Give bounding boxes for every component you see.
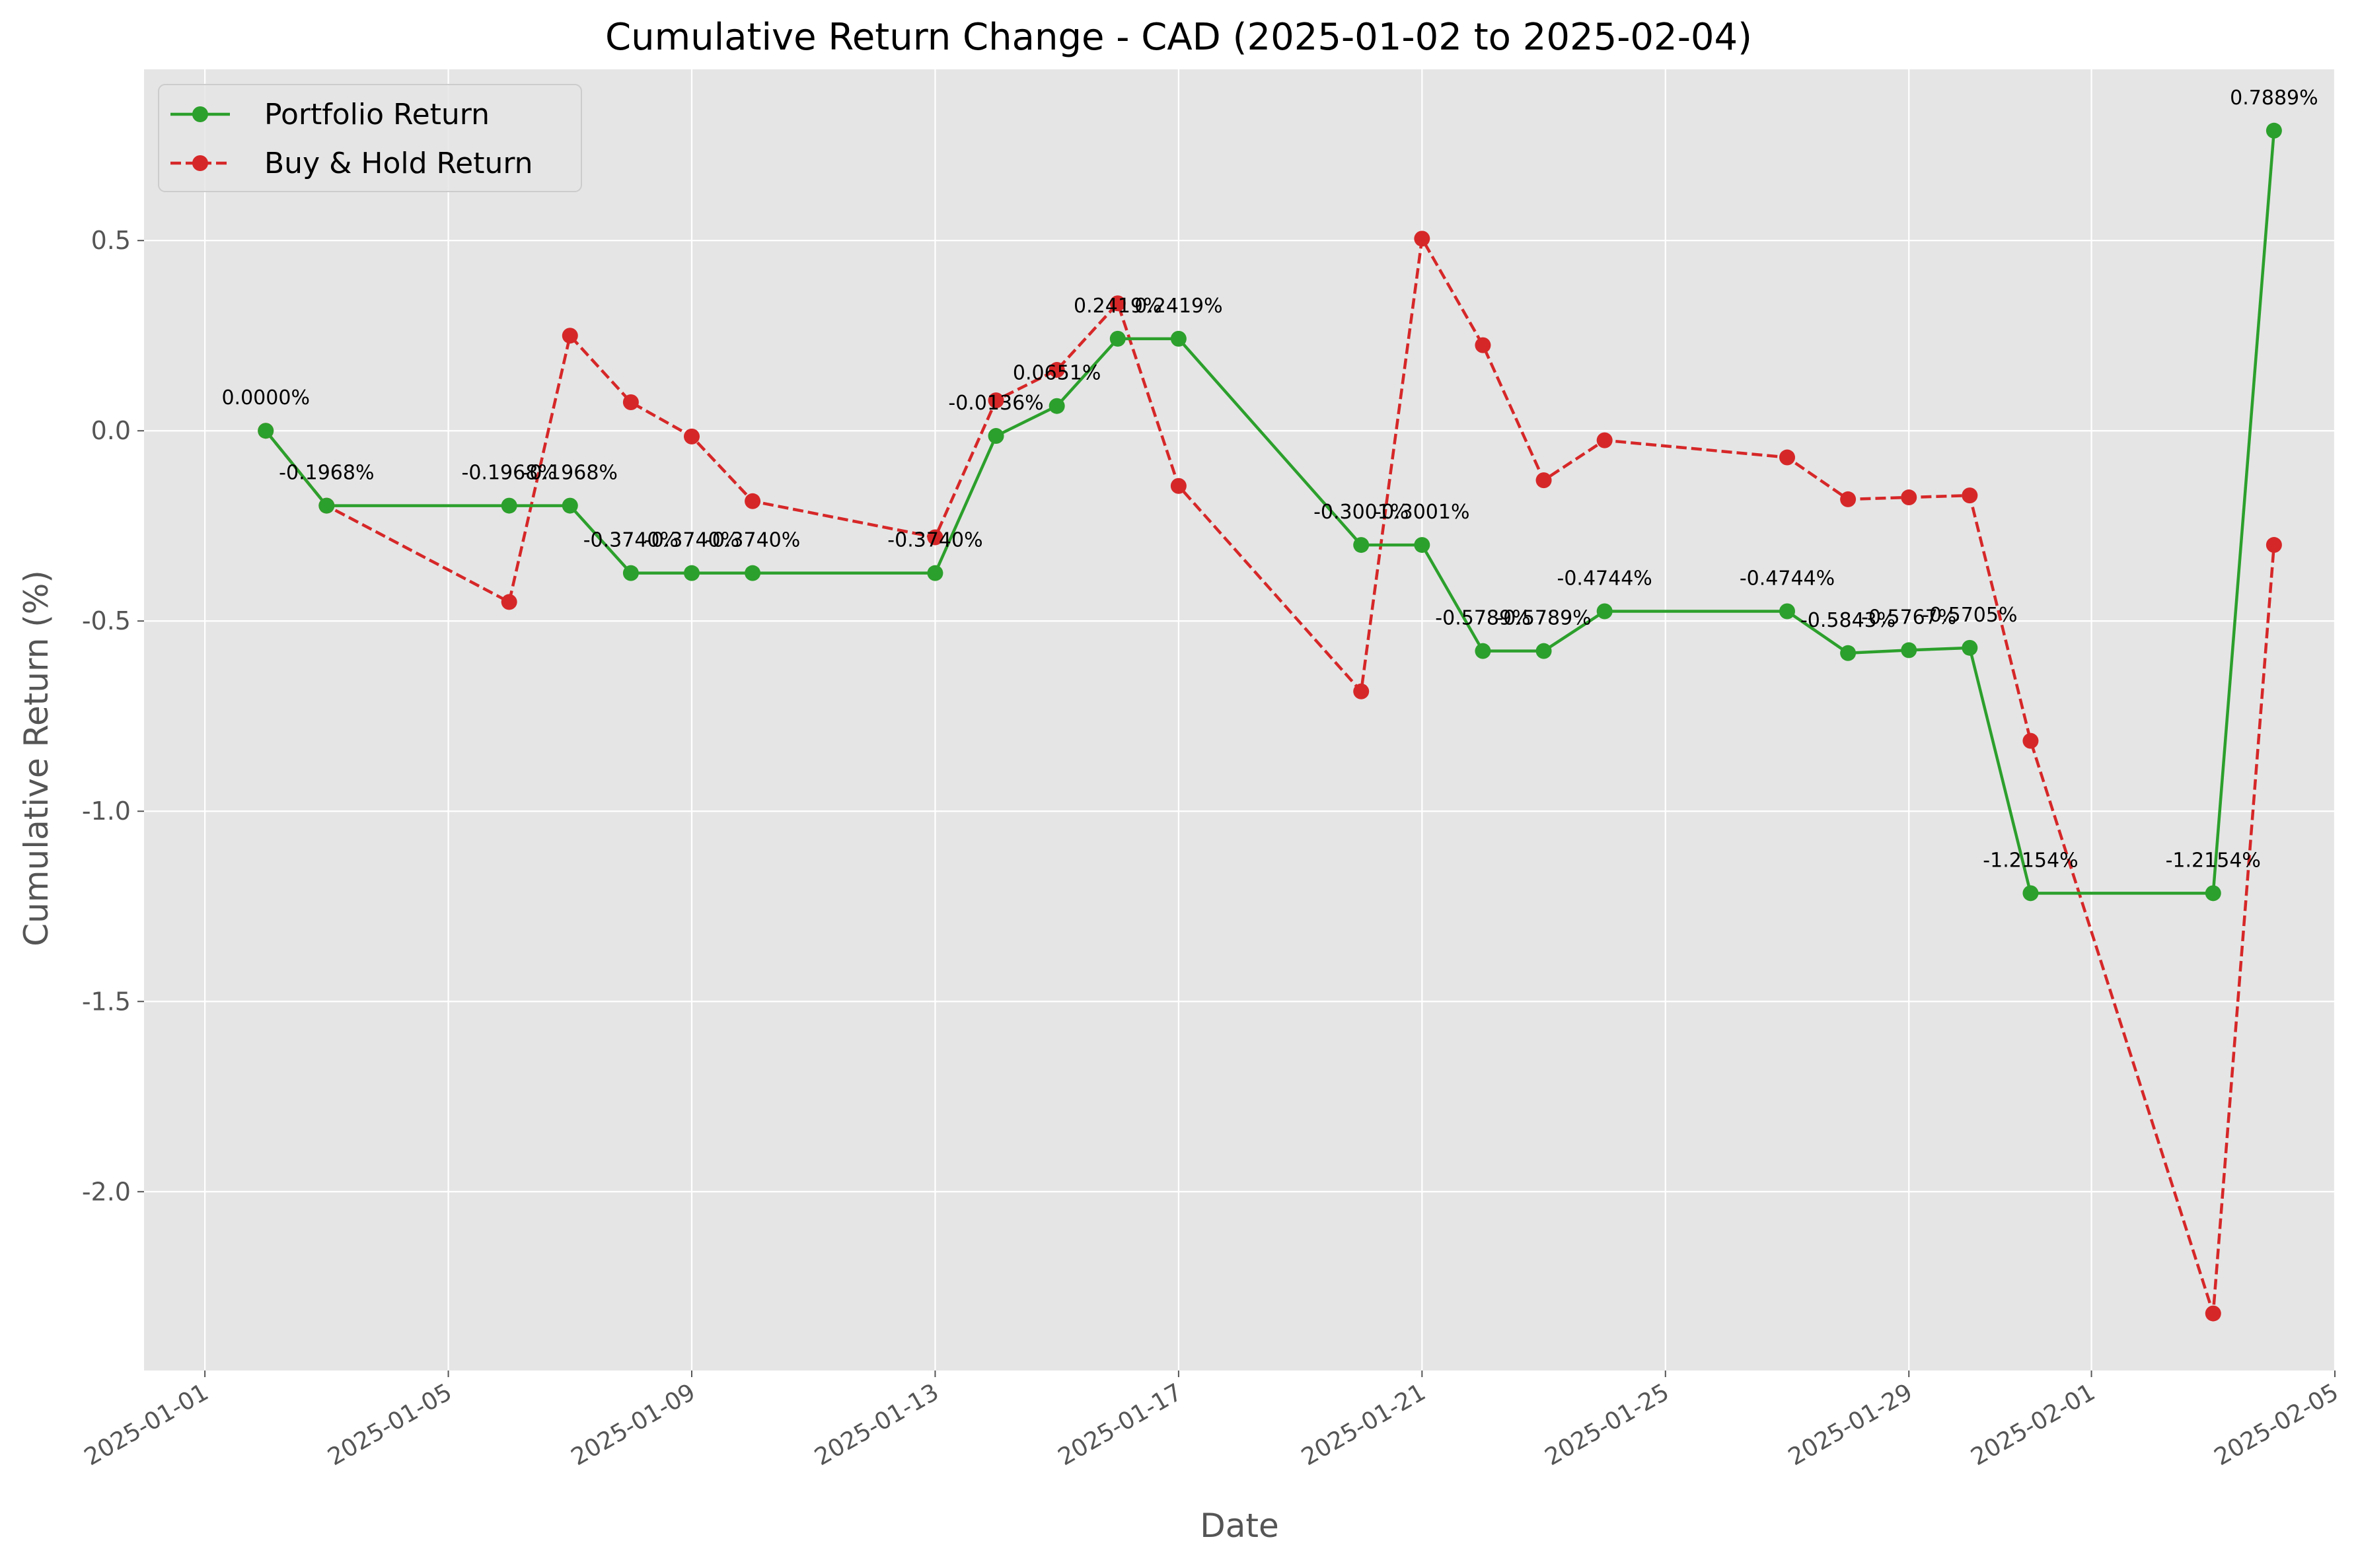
y-tick-label: -1.0	[82, 797, 131, 826]
buy-hold-return-point	[1962, 487, 1978, 504]
portfolio-return-point	[684, 565, 700, 581]
portfolio-data-label: -0.3740%	[583, 529, 679, 552]
buy-hold-return-point	[2205, 1305, 2221, 1322]
portfolio-return-point	[1962, 639, 1978, 656]
buy-hold-return-point	[1840, 491, 1857, 507]
legend: Portfolio Return Buy & Hold Return	[158, 84, 582, 192]
buy-hold-return-point	[1353, 683, 1370, 699]
portfolio-data-label: 0.2419%	[1134, 295, 1222, 318]
portfolio-data-label: -0.3001%	[1374, 501, 1469, 524]
portfolio-return-point	[2022, 885, 2039, 902]
buy-hold-return-point	[1109, 295, 1126, 312]
grid	[144, 69, 2336, 1371]
data-labels: 0.0000%-0.1968% -0.1968%-0.1968%-0.3740%-…	[221, 87, 2318, 873]
portfolio-data-label: -0.4744%	[1740, 567, 1835, 590]
portfolio-data-label: -0.3001%	[1313, 501, 1409, 524]
x-axis-title: Date	[1200, 1507, 1279, 1545]
portfolio-return-point	[927, 565, 943, 581]
portfolio-data-label: -0.5843%	[1800, 609, 1896, 632]
portfolio-data-label: -0.5789%	[1435, 607, 1530, 630]
portfolio-data-label: 0.0651%	[1013, 362, 1101, 385]
buy-hold-return-point	[745, 493, 761, 509]
portfolio-return-point	[745, 565, 761, 581]
y-tick-label: 0.0	[91, 416, 131, 445]
buy-hold-return-point	[1779, 449, 1795, 466]
legend-label-portfolio: Portfolio Return	[264, 98, 490, 131]
buy-hold-return-point	[684, 428, 700, 445]
portfolio-return-point	[1596, 603, 1613, 620]
portfolio-return-point	[501, 497, 517, 514]
buy-hold-return-point	[1901, 489, 1917, 506]
portfolio-data-label: -0.5767%	[1861, 606, 1956, 629]
y-tick-label: -0.5	[82, 606, 131, 635]
portfolio-return-point	[2205, 885, 2221, 902]
portfolio-return-point	[258, 423, 274, 439]
portfolio-data-label: -0.0136%	[948, 392, 1043, 415]
portfolio-data-label: -0.5789%	[1496, 607, 1591, 630]
legend-swatch-portfolio-marker	[192, 106, 208, 122]
portfolio-data-label: -0.3740%	[644, 529, 739, 552]
buy-hold-return-point	[927, 529, 943, 546]
portfolio-data-label: -0.3740%	[705, 529, 800, 552]
portfolio-return-point	[2266, 122, 2282, 139]
buy-hold-return-point	[1414, 231, 1430, 247]
portfolio-data-label: -1.2154%	[1983, 849, 2078, 872]
portfolio-return-point	[1414, 537, 1430, 553]
series	[258, 122, 2282, 1322]
portfolio-data-label: -0.5705%	[1922, 604, 2017, 627]
chart-title: Cumulative Return Change - CAD (2025-01-…	[605, 16, 1752, 59]
portfolio-return-point	[1901, 642, 1917, 659]
buy-hold-return-point	[1475, 337, 1491, 353]
portfolio-return-line	[264, 130, 2276, 895]
portfolio-return-point	[1475, 643, 1491, 659]
buy-hold-return-point	[562, 328, 578, 344]
buy-hold-return-point	[1170, 478, 1187, 494]
portfolio-return-point	[1779, 603, 1795, 620]
y-tick-label: -1.5	[82, 987, 131, 1016]
portfolio-data-label: -1.2154%	[2166, 849, 2261, 872]
portfolio-data-label: -0.4744%	[1557, 567, 1652, 590]
buy-hold-return-line	[264, 237, 2276, 1315]
portfolio-data-label: -0.1968%	[462, 462, 557, 485]
buy-hold-return-point	[2266, 537, 2282, 553]
portfolio-return-point	[318, 497, 335, 514]
plot-area	[144, 69, 2335, 1371]
portfolio-return-point	[1840, 645, 1857, 661]
portfolio-return-point	[1535, 643, 1552, 659]
buy-hold-return-point	[2022, 732, 2039, 749]
y-tick-label: 0.5	[91, 226, 131, 255]
legend-swatch-buyhold-marker	[192, 155, 208, 171]
portfolio-return-point	[988, 428, 1004, 445]
portfolio-return-point	[562, 497, 578, 514]
portfolio-data-label: 0.7889%	[2230, 87, 2318, 110]
buy-hold-return-point	[1596, 432, 1613, 448]
y-axis-title: Cumulative Return (%)	[17, 570, 55, 946]
portfolio-data-label: 0.0000%	[221, 386, 309, 410]
buy-hold-return-point	[988, 392, 1004, 409]
portfolio-data-label: -0.3740%	[887, 529, 982, 552]
portfolio-data-label: 0.2419%	[1074, 295, 1161, 318]
buy-hold-return-point	[1049, 362, 1065, 378]
buy-hold-return-point	[1535, 472, 1552, 489]
portfolio-data-label: -0.1968%	[279, 462, 374, 485]
portfolio-return-point	[1353, 537, 1370, 553]
buy-hold-return-point	[622, 394, 639, 411]
legend-box	[158, 84, 582, 192]
portfolio-data-label: -0.1968%	[523, 462, 618, 485]
buy-hold-return-point	[501, 594, 517, 610]
legend-label-buyhold: Buy & Hold Return	[264, 147, 533, 180]
portfolio-return-point	[1170, 330, 1187, 347]
portfolio-return-point	[1049, 398, 1065, 414]
portfolio-return-point	[622, 565, 639, 581]
portfolio-return-point	[1109, 330, 1126, 347]
y-tick-label: -2.0	[82, 1177, 131, 1206]
